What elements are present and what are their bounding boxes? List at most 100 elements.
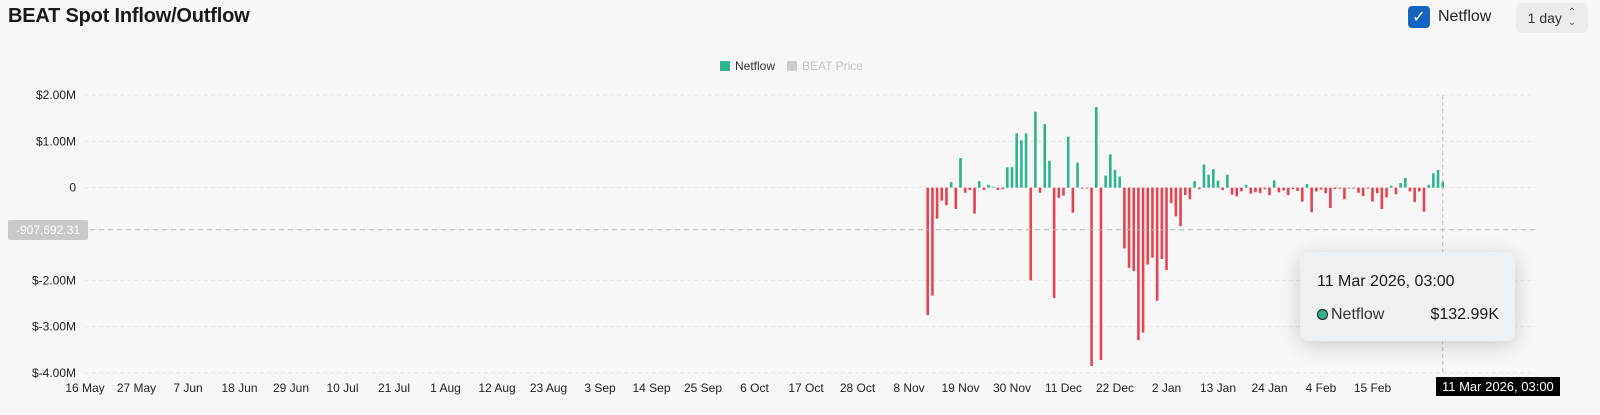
- netflow-bar: [1207, 174, 1210, 188]
- netflow-bar: [1371, 187, 1374, 202]
- x-tick-label: 13 Jan: [1200, 381, 1236, 395]
- netflow-bar: [1422, 187, 1426, 212]
- netflow-bar: [1146, 187, 1150, 265]
- x-tick-label: 14 Sep: [632, 381, 670, 395]
- netflow-bar: [1006, 167, 1009, 188]
- x-tick-label: 23 Aug: [530, 381, 567, 395]
- netflow-bar: [1188, 187, 1192, 200]
- netflow-bar: [1408, 187, 1412, 192]
- netflow-bar: [1418, 187, 1421, 192]
- netflow-bar: [1132, 187, 1136, 272]
- netflow-bar: [1286, 187, 1290, 196]
- netflow-bar: [982, 187, 986, 190]
- netflow-bar: [1272, 180, 1276, 188]
- x-tick-label: 15 Feb: [1354, 381, 1392, 395]
- netflow-bar: [1263, 187, 1267, 190]
- netflow-bar: [1165, 187, 1168, 271]
- netflow-bar: [1151, 187, 1154, 258]
- netflow-bar: [1399, 183, 1402, 188]
- netflow-bar: [1338, 187, 1342, 189]
- netflow-toggle-label[interactable]: Netflow: [1438, 8, 1492, 25]
- x-tick-label: 4 Feb: [1306, 381, 1337, 395]
- netflow-bar: [959, 158, 962, 188]
- netflow-bar: [1109, 154, 1112, 188]
- chart-legend: Netflow BEAT Price: [720, 59, 863, 73]
- netflow-bar: [926, 187, 930, 316]
- netflow-bar: [1324, 187, 1327, 194]
- netflow-bar: [1300, 187, 1304, 202]
- legend-item-beat-price[interactable]: BEAT Price: [787, 59, 863, 73]
- legend-swatch-beat-price: [787, 61, 798, 71]
- x-axis: 16 May 27 May 7 Jun 18 Jun 29 Jun 10 Jul 21 Ju…: [65, 381, 1391, 395]
- netflow-bar: [1244, 184, 1248, 188]
- chart-title: BEAT Spot Inflow/Outflow: [8, 5, 250, 27]
- legend-label-netflow: Netflow: [735, 59, 776, 73]
- netflow-bar: [991, 186, 995, 188]
- legend-item-netflow[interactable]: Netflow: [720, 59, 775, 73]
- netflow-bar: [1141, 187, 1145, 333]
- netflow-bar: [1366, 187, 1370, 189]
- y-tick-label: 0: [69, 181, 76, 195]
- netflow-bar: [1333, 187, 1337, 190]
- netflow-bar: [1076, 162, 1079, 188]
- netflow-bar: [1104, 175, 1107, 188]
- netflow-bar: [973, 187, 976, 214]
- netflow-bar: [1221, 187, 1224, 190]
- chart-tooltip: 11 Mar 2026, 03:00 Netflow $132.99K: [1300, 252, 1515, 341]
- netflow-bar: [940, 187, 944, 201]
- netflow-bar: [1043, 124, 1047, 188]
- cursor-date-label: 11 Mar 2026, 03:00: [1436, 377, 1560, 396]
- x-tick-label: 19 Nov: [941, 381, 979, 395]
- netflow-bar: [1127, 187, 1131, 268]
- interval-value: 1 day: [1527, 10, 1562, 26]
- netflow-bar: [1226, 174, 1229, 188]
- netflow-bar: [1282, 187, 1285, 191]
- netflow-checkbox[interactable]: ✓: [1408, 6, 1430, 28]
- netflow-bar: [1183, 187, 1187, 196]
- netflow-bar: [987, 184, 990, 188]
- x-tick-label: 25 Sep: [684, 381, 722, 395]
- netflow-bar: [1080, 187, 1084, 189]
- netflow-bar: [1380, 187, 1384, 209]
- netflow-bar: [1202, 164, 1206, 188]
- x-tick-label: 16 May: [65, 381, 104, 395]
- x-tick-label: 17 Oct: [788, 381, 824, 395]
- netflow-bar: [1048, 160, 1051, 188]
- netflow-bar: [1113, 170, 1117, 188]
- netflow-bar: [1123, 187, 1126, 249]
- netflow-bar: [1169, 187, 1173, 203]
- netflow-bar: [1066, 136, 1070, 188]
- y-tick-label: $1.00M: [36, 134, 76, 148]
- netflow-bar: [1240, 187, 1243, 192]
- x-tick-label: 6 Oct: [740, 381, 769, 395]
- netflow-bar: [1436, 170, 1440, 188]
- y-axis: $2.00M $1.00M 0 $-2.00M $-3.00M $-4.00M: [32, 88, 76, 380]
- x-tick-label: 21 Jul: [378, 381, 410, 395]
- x-tick-label: 12 Aug: [478, 381, 515, 395]
- x-tick-label: 11 Dec: [1045, 381, 1082, 395]
- netflow-bar: [1099, 187, 1103, 361]
- netflow-bar: [1394, 187, 1398, 195]
- netflow-bar: [1160, 187, 1164, 260]
- chevron-up-down-icon: ⌃ ⌄: [1567, 7, 1577, 28]
- netflow-bar: [1413, 187, 1416, 203]
- interval-select[interactable]: 1 day ⌃ ⌄: [1516, 3, 1588, 33]
- x-tick-label: 24 Jan: [1251, 381, 1287, 395]
- x-tick-label: 27 May: [117, 381, 156, 395]
- netflow-bar: [1296, 187, 1299, 191]
- reference-value-badge: -907,692.31: [8, 220, 89, 240]
- netflow-bar: [931, 187, 934, 296]
- netflow-bar: [1319, 187, 1323, 190]
- netflow-bar: [1310, 187, 1313, 213]
- netflow-bar: [1291, 187, 1295, 190]
- netflow-bar: [1277, 187, 1281, 193]
- netflow-bar: [1090, 187, 1093, 367]
- netflow-bar: [1020, 140, 1023, 188]
- netflow-bar: [1094, 107, 1098, 188]
- netflow-bar: [1010, 167, 1014, 188]
- netflow-bar: [1057, 187, 1061, 198]
- netflow-bar: [1375, 187, 1379, 194]
- netflow-bar: [1034, 111, 1037, 188]
- netflow-bar: [1343, 187, 1346, 200]
